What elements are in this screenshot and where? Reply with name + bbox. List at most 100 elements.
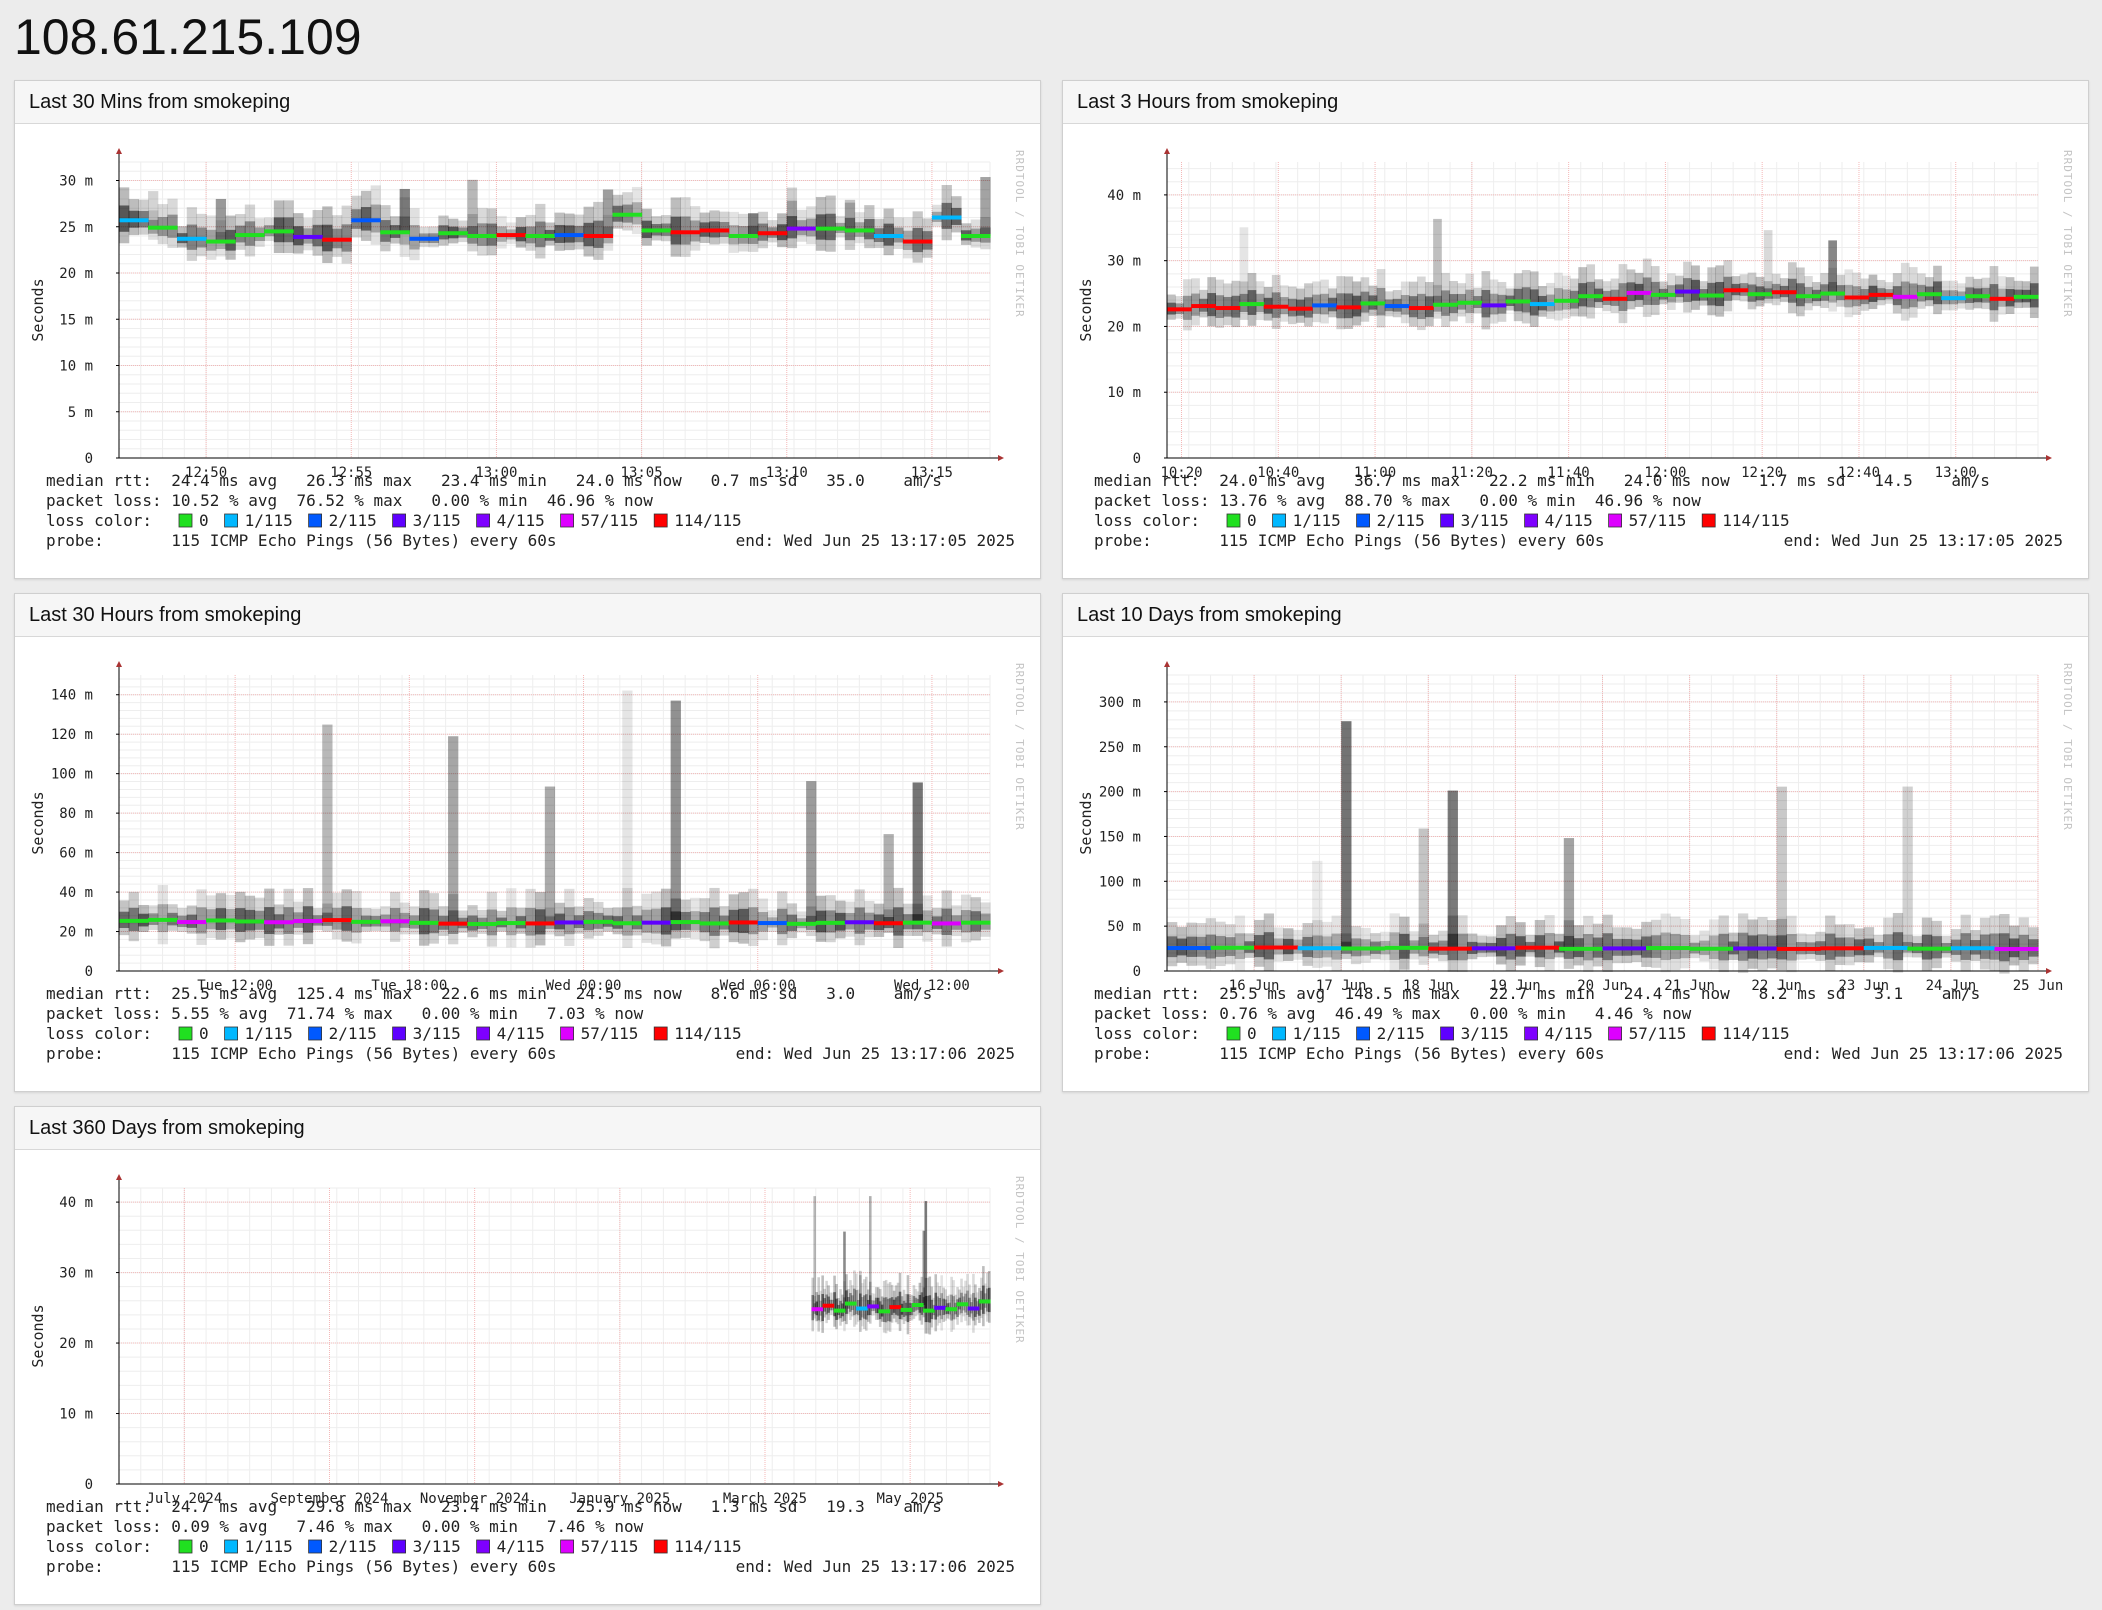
smoke-core xyxy=(833,1292,836,1317)
smoke-column xyxy=(496,215,507,249)
smoke-column xyxy=(1263,913,1275,972)
smoke-spike xyxy=(868,1196,872,1307)
median-point xyxy=(235,919,265,924)
smoke-column xyxy=(302,888,314,945)
smoke-column xyxy=(1787,262,1797,314)
loss-color-swatch xyxy=(476,513,491,528)
median-point xyxy=(1950,946,1995,951)
smoke-column xyxy=(573,214,585,250)
smoke-column xyxy=(680,197,691,257)
smoke-column xyxy=(486,208,498,256)
smoke-column xyxy=(719,211,730,244)
x-tick-label: 23 Jun xyxy=(1839,978,1890,994)
median-point xyxy=(351,919,381,924)
x-tick-label: 11:40 xyxy=(1548,465,1590,481)
median-point xyxy=(1907,946,1952,951)
smoke-column xyxy=(1708,919,1720,970)
panel-title: Last 10 Days from smokeping xyxy=(1063,594,2088,637)
smoke-column xyxy=(622,887,633,948)
smoke-column xyxy=(583,897,594,939)
smoke-column xyxy=(1863,927,1875,963)
x-tick-label: Tue 18:00 xyxy=(371,978,447,994)
smoke-column xyxy=(689,206,701,251)
smoke-column xyxy=(851,1285,854,1317)
smoke-column xyxy=(1707,267,1717,316)
smoke-column xyxy=(467,214,478,252)
smoke-column xyxy=(1312,281,1321,323)
smoke-column xyxy=(1328,288,1337,318)
y-tick-label: 0 xyxy=(1133,451,1141,467)
smoke-column xyxy=(1825,915,1836,972)
median-point xyxy=(641,920,672,925)
smoke-column xyxy=(1892,273,1902,314)
smoke-column xyxy=(970,219,981,248)
smoke-column xyxy=(477,909,488,934)
smoke-column xyxy=(1642,258,1652,317)
rrdtool-watermark: RRDTOOL / TOBI OETIKER xyxy=(1013,663,1026,831)
smoke-column xyxy=(138,199,149,235)
smoke-column xyxy=(980,902,991,937)
smoke-spike xyxy=(1563,838,1575,949)
median-point xyxy=(409,236,439,241)
loss-color-label-item: 1/115 xyxy=(245,1537,293,1556)
median-point xyxy=(1723,288,1749,293)
median-point xyxy=(1341,946,1386,951)
panel-last-10-days: Last 10 Days from smokeping 0 50 m 100 m 15… xyxy=(1062,593,2089,1092)
loss-color-label-item: 2/115 xyxy=(329,1024,377,1043)
median-point xyxy=(960,920,991,925)
loss-color-swatch xyxy=(1608,513,1622,528)
y-tick-label: 40 m xyxy=(59,1195,93,1211)
smoke-spike xyxy=(467,179,478,236)
smoke-column xyxy=(1234,915,1246,971)
smoke-column xyxy=(1368,285,1378,316)
median-series xyxy=(811,1299,991,1314)
smoke-column xyxy=(1408,931,1420,960)
smoke-column xyxy=(964,1280,967,1321)
smoke-column xyxy=(980,1277,983,1319)
smoke-column xyxy=(1860,278,1870,311)
smoke-spike xyxy=(602,189,614,236)
end-time: end: Wed Jun 25 13:17:05 2025 xyxy=(736,531,1015,550)
median-point xyxy=(1892,294,1918,299)
median-point xyxy=(757,921,788,926)
smoke-column xyxy=(819,1290,822,1323)
median-series xyxy=(119,917,991,927)
smoke-column xyxy=(1570,278,1579,317)
loss-color-label-item: 1/115 xyxy=(245,1024,293,1043)
smoke-column xyxy=(962,1286,965,1317)
smoke-column xyxy=(1186,922,1197,966)
smoke-column xyxy=(399,197,410,257)
panel-last-30-mins: Last 30 Mins from smokeping 0 5 m 10 m 15 m… xyxy=(14,80,1041,579)
smoke-column xyxy=(119,900,130,936)
median-point xyxy=(1312,303,1337,308)
x-axis-arrow xyxy=(2046,968,2052,974)
x-tick-label: 12:50 xyxy=(185,465,227,481)
smoke-column xyxy=(1273,927,1284,962)
smoke-column xyxy=(839,1289,842,1326)
smoke-column xyxy=(980,217,991,250)
loss-color-swatch xyxy=(308,1539,323,1554)
smoke-column xyxy=(1481,271,1491,330)
smoke-core xyxy=(978,1299,981,1316)
smoke-column xyxy=(868,1281,872,1324)
loss-color-label-item: 3/115 xyxy=(413,1537,461,1556)
median-point xyxy=(1384,304,1410,309)
median-point xyxy=(1989,296,2015,301)
smoke-column xyxy=(1834,924,1846,966)
smoke-column xyxy=(409,906,420,935)
loss-color-label-item: 3/115 xyxy=(1461,1024,1509,1043)
smoke-column xyxy=(612,907,623,935)
smoke-column xyxy=(941,890,952,947)
smoke-column xyxy=(1949,280,1958,311)
smoke-column xyxy=(283,888,294,946)
loss-color-swatch xyxy=(178,1539,193,1554)
smoke-column xyxy=(719,906,730,936)
median-point xyxy=(1699,293,1724,298)
smoke-column xyxy=(960,894,972,943)
smoke-column xyxy=(825,1280,828,1324)
smoke-spike xyxy=(924,1201,928,1311)
smoke-column xyxy=(1521,270,1531,324)
x-tick-label: March 2025 xyxy=(723,1491,807,1507)
probe-info: probe: 115 ICMP Echo Pings (56 Bytes) ev… xyxy=(1094,1044,1605,1063)
x-tick-label: 25 Jun xyxy=(2013,978,2064,994)
